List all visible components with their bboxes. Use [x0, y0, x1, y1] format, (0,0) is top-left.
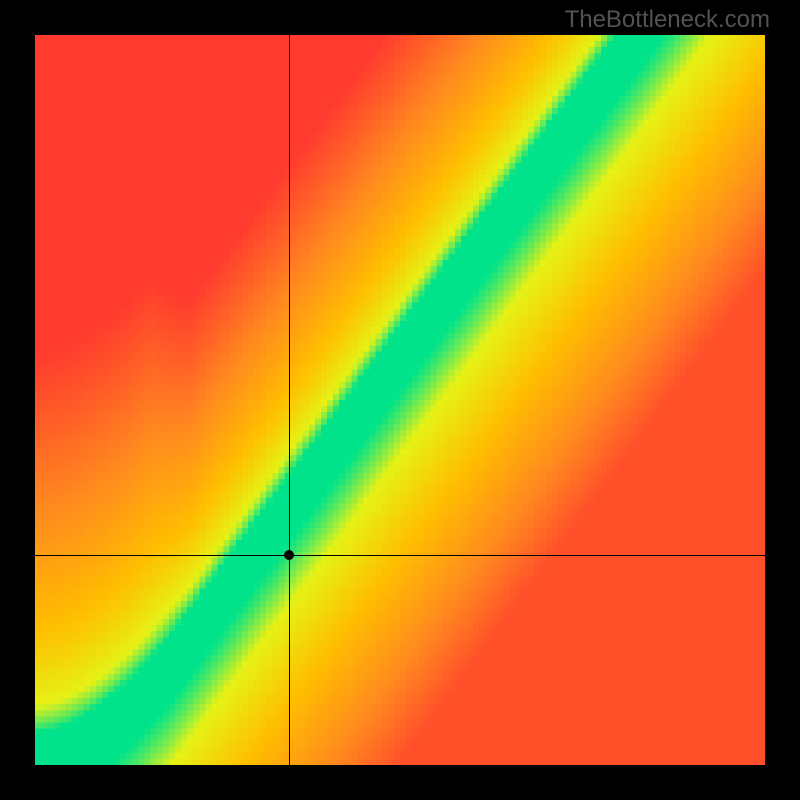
crosshair-vertical	[289, 35, 290, 765]
bottleneck-heatmap	[35, 35, 765, 765]
chart-container: TheBottleneck.com	[0, 0, 800, 800]
crosshair-horizontal	[35, 555, 765, 556]
crosshair-marker[interactable]	[284, 550, 294, 560]
watermark-text: TheBottleneck.com	[565, 6, 770, 34]
